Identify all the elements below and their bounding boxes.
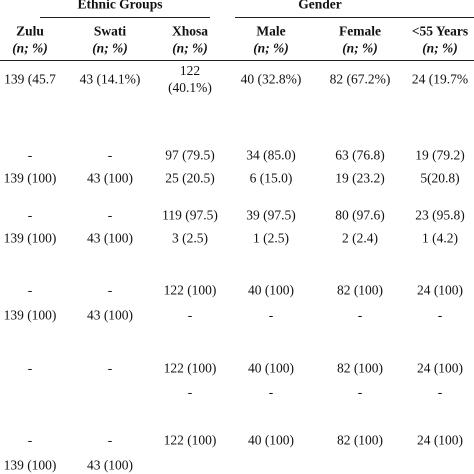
- table-cell: -: [27, 360, 33, 376]
- table-cell: 40 (100): [247, 282, 295, 298]
- table-cell: 24 (19.7%: [411, 71, 469, 87]
- table-cell: 40 (32.8%): [240, 71, 302, 87]
- table-cell: -: [107, 360, 113, 376]
- table-cell: -: [107, 207, 113, 223]
- column-name: Swati: [93, 23, 127, 39]
- table-cell: -: [107, 432, 113, 448]
- table-cell: 43 (100): [86, 230, 134, 246]
- group-header: Ethnic Groups: [77, 0, 163, 12]
- table-cell: 23 (95.8): [415, 207, 465, 223]
- table-cell: 24 (100): [416, 360, 464, 376]
- table-cell: -: [268, 307, 274, 323]
- table-cell: -: [437, 384, 443, 400]
- table-cell: 119 (97.5): [162, 207, 218, 223]
- table-cell: 43 (100): [86, 457, 134, 473]
- table-cell: -: [27, 147, 33, 163]
- cell-line: (40.1%): [168, 80, 212, 95]
- table-cell: 1 (2.5): [253, 230, 289, 246]
- table-cell: 40 (100): [247, 360, 295, 376]
- table-cell: -: [107, 147, 113, 163]
- table-cell: 97 (79.5): [165, 147, 215, 163]
- table-cell: 122 (100): [163, 360, 217, 376]
- table-cell: 43 (100): [86, 307, 134, 323]
- column-name: Xhosa: [171, 23, 209, 39]
- table-cell: -: [187, 307, 193, 323]
- table-cell: 1 (4.2): [422, 230, 458, 246]
- table-cell: 82 (100): [336, 360, 384, 376]
- table-cell: -: [357, 384, 363, 400]
- column-unit: (n; %): [422, 40, 458, 56]
- group-header: Gender: [298, 0, 342, 12]
- column-name: <55 Years: [411, 23, 469, 39]
- table-cell: -: [27, 207, 33, 223]
- column-unit: (n; %): [12, 40, 48, 56]
- column-name: Female: [339, 23, 381, 39]
- table-cell: 139 (100): [3, 170, 57, 186]
- table-cell: -: [437, 307, 443, 323]
- table-cell: -: [27, 282, 33, 298]
- table-cell: 2 (2.4): [342, 230, 378, 246]
- table-cell: 122 (100): [163, 282, 217, 298]
- table-cell: 139 (100): [3, 307, 57, 323]
- table-cell: 5(20.8): [420, 170, 460, 186]
- table-cell: 139 (45.7: [4, 71, 56, 87]
- table-cell: 122 (100): [163, 432, 217, 448]
- table-cell: -: [268, 384, 274, 400]
- table-cell: 24 (100): [416, 282, 464, 298]
- table-cell: 63 (76.8): [335, 147, 385, 163]
- table-cell: 19 (79.2): [415, 147, 465, 163]
- table-cell: 43 (14.1%): [79, 71, 141, 87]
- table-cell: 43 (100): [86, 170, 134, 186]
- table-cell: 25 (20.5): [165, 170, 215, 186]
- table-cell: 80 (97.6): [335, 207, 385, 223]
- column-name: Zulu: [16, 23, 44, 39]
- table-cell: -: [357, 307, 363, 323]
- table-cell: -: [187, 384, 193, 400]
- table-cell: 6 (15.0): [249, 170, 293, 186]
- column-unit: (n; %): [253, 40, 289, 56]
- table-cell: 3 (2.5): [172, 230, 208, 246]
- table-cell: 82 (100): [336, 432, 384, 448]
- table-cell: 82 (67.2%): [329, 71, 391, 87]
- table-cell: 139 (100): [3, 230, 57, 246]
- table-cell: 24 (100): [416, 432, 464, 448]
- column-name: Male: [256, 23, 286, 39]
- group-rule: [235, 17, 474, 18]
- table-cell: 39 (97.5): [246, 207, 296, 223]
- table-cell: -: [107, 282, 113, 298]
- column-unit: (n; %): [342, 40, 378, 56]
- table-cell: 34 (85.0): [246, 147, 296, 163]
- table-cell: 139 (100): [3, 457, 57, 473]
- group-rule: [40, 17, 210, 18]
- table-cell: -: [27, 432, 33, 448]
- header-rule: [0, 60, 474, 61]
- table-cell: 40 (100): [247, 432, 295, 448]
- cell-line: 122: [179, 63, 201, 78]
- table-cell: 19 (23.2): [335, 170, 385, 186]
- table-cell: 122 (40.1%): [168, 62, 212, 96]
- column-unit: (n; %): [92, 40, 128, 56]
- column-unit: (n; %): [172, 40, 208, 56]
- table-cell: 82 (100): [336, 282, 384, 298]
